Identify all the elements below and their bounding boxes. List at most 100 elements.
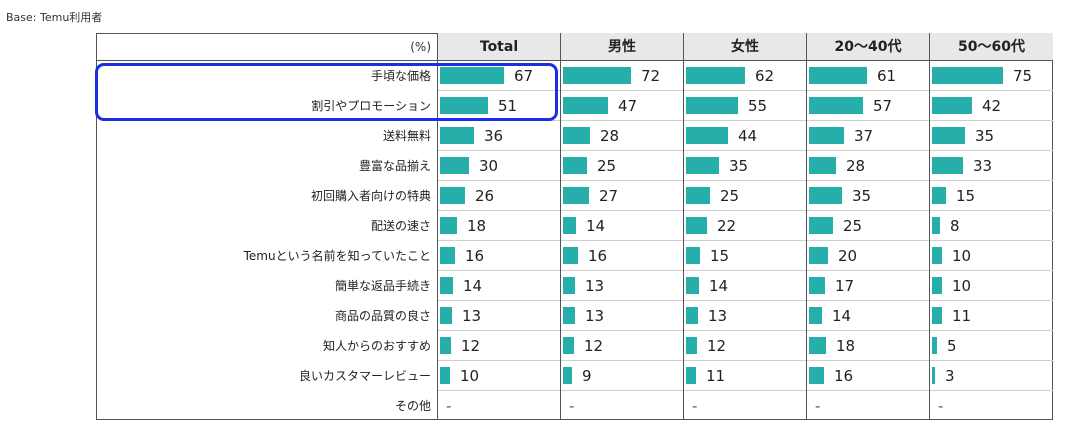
data-label: 14 bbox=[463, 277, 483, 295]
data-label: 13 bbox=[462, 307, 482, 325]
category-label: Temuという名前を知っていたこと bbox=[243, 249, 431, 263]
category-label: 知人からのおすすめ bbox=[322, 339, 431, 353]
bar bbox=[563, 217, 576, 234]
bar bbox=[809, 187, 842, 204]
bar bbox=[440, 67, 504, 84]
category-label: 手頃な価格 bbox=[370, 69, 431, 83]
category-label: 良いカスタマーレビュー bbox=[298, 369, 431, 383]
base-label: Base: Temu利用者 bbox=[6, 11, 103, 24]
data-label: 75 bbox=[1013, 67, 1033, 85]
data-label: 11 bbox=[952, 307, 972, 325]
data-label: 11 bbox=[706, 367, 726, 385]
bar bbox=[686, 307, 698, 324]
bar bbox=[809, 307, 822, 324]
data-label: - bbox=[692, 397, 698, 415]
bar bbox=[686, 67, 745, 84]
data-label: 72 bbox=[641, 67, 661, 85]
data-label: 18 bbox=[467, 217, 487, 235]
data-label: 61 bbox=[877, 67, 897, 85]
data-label: 25 bbox=[843, 217, 863, 235]
data-label: 28 bbox=[600, 127, 620, 145]
bar bbox=[563, 277, 575, 294]
data-label: 33 bbox=[973, 157, 993, 175]
data-label: 16 bbox=[465, 247, 485, 265]
data-label: 16 bbox=[588, 247, 608, 265]
bar bbox=[809, 247, 828, 264]
bar bbox=[686, 247, 700, 264]
data-label: 14 bbox=[832, 307, 852, 325]
category-label: 初回購入者向けの特典 bbox=[310, 189, 431, 203]
bar bbox=[686, 187, 710, 204]
data-label: 35 bbox=[852, 187, 872, 205]
category-label: 配送の速さ bbox=[370, 219, 431, 233]
bar bbox=[686, 127, 728, 144]
data-label: 47 bbox=[618, 97, 638, 115]
highlight-box bbox=[95, 63, 558, 121]
data-label: 16 bbox=[834, 367, 854, 385]
bar bbox=[686, 217, 707, 234]
bar bbox=[932, 217, 940, 234]
row-divider bbox=[437, 360, 1053, 361]
data-label: 30 bbox=[479, 157, 499, 175]
bar bbox=[440, 277, 453, 294]
bar bbox=[563, 307, 575, 324]
category-label: その他 bbox=[394, 399, 431, 413]
data-label: - bbox=[569, 397, 575, 415]
bar bbox=[932, 127, 965, 144]
data-label: 3 bbox=[945, 367, 955, 385]
bar bbox=[440, 337, 451, 354]
bar bbox=[563, 127, 590, 144]
data-label: 62 bbox=[755, 67, 775, 85]
bar bbox=[932, 247, 942, 264]
data-label: 28 bbox=[846, 157, 866, 175]
bar bbox=[686, 277, 699, 294]
bar bbox=[686, 157, 719, 174]
bar bbox=[563, 247, 578, 264]
data-label: 22 bbox=[717, 217, 737, 235]
column-header: 50～60代 bbox=[929, 33, 1053, 61]
data-label: 13 bbox=[708, 307, 728, 325]
bar bbox=[932, 337, 937, 354]
bar bbox=[809, 127, 844, 144]
row-divider bbox=[437, 270, 1053, 271]
bar bbox=[932, 367, 935, 384]
bar bbox=[686, 367, 696, 384]
column-header: Total bbox=[437, 33, 560, 61]
data-label: - bbox=[938, 397, 944, 415]
data-label: 55 bbox=[748, 97, 768, 115]
bar bbox=[932, 67, 1003, 84]
category-label: 豊富な品揃え bbox=[358, 159, 431, 173]
bar bbox=[563, 97, 608, 114]
bar bbox=[563, 337, 574, 354]
bar bbox=[440, 307, 452, 324]
bar bbox=[563, 367, 572, 384]
category-label: 割引やプロモーション bbox=[311, 99, 431, 113]
bar bbox=[809, 217, 833, 234]
column-divider bbox=[929, 33, 930, 420]
unit-label: (%) bbox=[410, 40, 431, 54]
data-label: 13 bbox=[585, 307, 605, 325]
data-label: 44 bbox=[738, 127, 758, 145]
row-divider bbox=[437, 90, 1053, 91]
column-divider bbox=[806, 33, 807, 420]
data-label: 37 bbox=[854, 127, 874, 145]
data-label: 18 bbox=[836, 337, 856, 355]
data-label: 15 bbox=[956, 187, 976, 205]
row-divider bbox=[437, 180, 1053, 181]
data-label: 27 bbox=[599, 187, 619, 205]
bar bbox=[809, 337, 826, 354]
data-label: 5 bbox=[947, 337, 957, 355]
header-divider bbox=[96, 60, 1053, 61]
bar bbox=[440, 367, 450, 384]
bar bbox=[809, 277, 825, 294]
data-label: 51 bbox=[498, 97, 518, 115]
data-label: 35 bbox=[975, 127, 995, 145]
data-label: - bbox=[446, 397, 452, 415]
row-divider bbox=[437, 240, 1053, 241]
bar bbox=[440, 97, 488, 114]
category-label: 簡単な返品手続き bbox=[334, 279, 431, 293]
data-label: 17 bbox=[835, 277, 855, 295]
column-header: 20～40代 bbox=[806, 33, 929, 61]
bar bbox=[440, 157, 469, 174]
column-header: 女性 bbox=[683, 33, 806, 61]
